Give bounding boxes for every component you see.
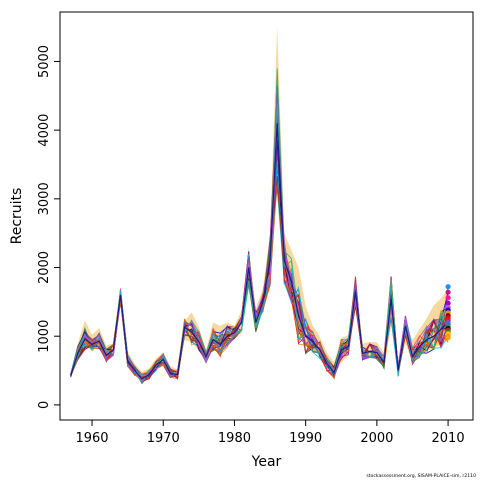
series-line-24 <box>70 140 449 384</box>
credit-text: stockassessment.org, SISAM-PLAICE-sim, r… <box>366 473 476 479</box>
series-line-25 <box>70 68 449 380</box>
endpoint-point-4 <box>445 300 451 306</box>
series-line-10 <box>70 82 449 378</box>
endpoint-point-1 <box>445 284 451 290</box>
y-tick-label: 1000 <box>37 320 52 353</box>
series-line-16 <box>70 70 449 381</box>
x-tick-label: 1990 <box>289 431 322 446</box>
y-tick-label: 3000 <box>37 182 52 215</box>
series-line-15 <box>70 110 449 383</box>
x-tick-label: 1980 <box>218 431 251 446</box>
y-tick-label: 0 <box>37 401 52 409</box>
x-tick-label: 2010 <box>432 431 465 446</box>
series-line-4 <box>70 94 449 380</box>
series-line-8 <box>70 129 449 379</box>
confidence-band <box>70 27 449 383</box>
endpoint-point-2 <box>445 289 451 295</box>
band-area <box>70 27 449 383</box>
series-line-14 <box>70 117 449 380</box>
y-axis-label: Recruits <box>9 188 25 245</box>
endpoint-point-3 <box>445 295 451 301</box>
series-line-20 <box>70 105 449 380</box>
series-lines <box>70 68 449 385</box>
y-tick-label: 5000 <box>37 45 52 78</box>
x-tick-label: 1960 <box>75 431 108 446</box>
series-line-13 <box>70 92 449 379</box>
y-tick-label: 4000 <box>37 114 52 147</box>
x-tick-label: 2000 <box>360 431 393 446</box>
series-line-27 <box>70 85 449 379</box>
x-axis: 1960 1970 1980 1990 2000 2010 <box>75 420 465 446</box>
mean-line <box>70 123 449 380</box>
series-line-30 <box>70 128 449 382</box>
series-line-1 <box>70 116 449 382</box>
plot-frame <box>59 11 474 421</box>
x-tick-label: 1970 <box>147 431 180 446</box>
x-axis-label: Year <box>251 454 282 470</box>
series-line-12 <box>70 164 449 380</box>
y-axis: 0 1000 2000 3000 4000 5000 <box>37 45 60 409</box>
series-line-17 <box>70 127 449 378</box>
series-line-29 <box>70 103 449 384</box>
y-tick-label: 2000 <box>37 251 52 284</box>
series-line-3 <box>70 134 449 379</box>
series-line-19 <box>70 145 449 382</box>
series-line-26 <box>70 93 449 383</box>
series-line-21 <box>70 162 449 377</box>
series-line-5 <box>70 151 449 381</box>
series-line-2 <box>70 141 449 381</box>
series-line-7 <box>70 169 449 378</box>
series-line-11 <box>70 74 449 384</box>
endpoint-points <box>445 284 451 341</box>
endpoint-point-20 <box>445 335 451 341</box>
series-line-18 <box>70 152 449 378</box>
